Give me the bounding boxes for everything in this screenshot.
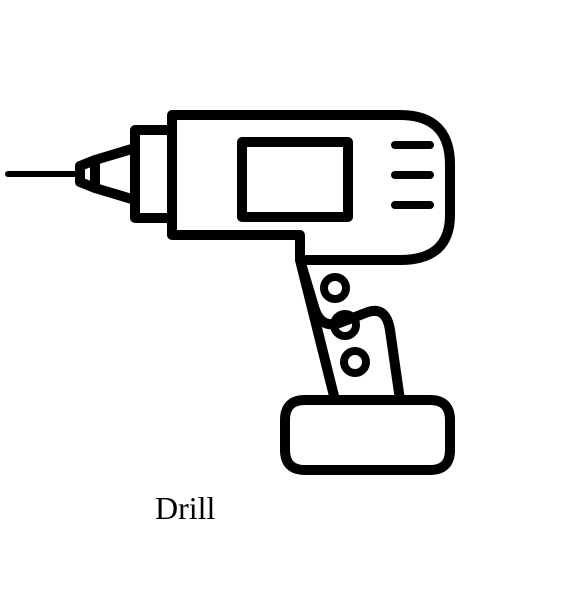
icon-label: Drill (155, 490, 215, 527)
icon-card: Drill (0, 0, 570, 600)
drill-icon (0, 0, 570, 600)
